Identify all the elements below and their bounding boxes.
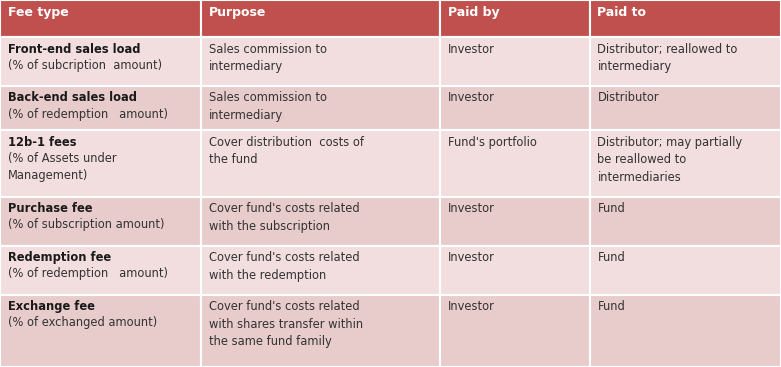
- Bar: [0, 130, 201, 197]
- Text: (% of subcription  amount): (% of subcription amount): [8, 59, 162, 72]
- Text: Fee type: Fee type: [8, 6, 69, 18]
- Text: 12b-1 fees: 12b-1 fees: [8, 135, 77, 149]
- Text: Cover distribution  costs of
the fund: Cover distribution costs of the fund: [209, 135, 364, 166]
- Text: Distributor: Distributor: [597, 91, 659, 105]
- Bar: [0, 0, 201, 37]
- Bar: [201, 295, 440, 367]
- Bar: [201, 130, 440, 197]
- Text: Purchase fee: Purchase fee: [8, 202, 92, 215]
- Text: Redemption fee: Redemption fee: [8, 251, 111, 264]
- Text: (% of Assets under
Management): (% of Assets under Management): [8, 152, 116, 182]
- Bar: [0, 246, 201, 295]
- Bar: [0, 86, 201, 130]
- Text: Distributor; reallowed to
intermediary: Distributor; reallowed to intermediary: [597, 43, 738, 73]
- Text: Investor: Investor: [448, 251, 494, 264]
- Bar: [440, 246, 590, 295]
- Text: Fund: Fund: [597, 300, 626, 313]
- Text: Distributor; may partially
be reallowed to
intermediaries: Distributor; may partially be reallowed …: [597, 135, 743, 184]
- Bar: [590, 295, 781, 367]
- Text: Fund: Fund: [597, 202, 626, 215]
- Bar: [440, 86, 590, 130]
- Text: Paid by: Paid by: [448, 6, 499, 18]
- Bar: [440, 197, 590, 246]
- Text: Investor: Investor: [448, 91, 494, 105]
- Bar: [201, 246, 440, 295]
- Bar: [440, 37, 590, 86]
- Bar: [201, 37, 440, 86]
- Text: Investor: Investor: [448, 202, 494, 215]
- Text: (% of redemption   amount): (% of redemption amount): [8, 267, 168, 280]
- Bar: [590, 37, 781, 86]
- Text: Paid to: Paid to: [597, 6, 647, 18]
- Bar: [590, 246, 781, 295]
- Text: (% of subscription amount): (% of subscription amount): [8, 218, 164, 231]
- Bar: [440, 0, 590, 37]
- Bar: [0, 197, 201, 246]
- Bar: [590, 86, 781, 130]
- Text: Cover fund's costs related
with shares transfer within
the same fund family: Cover fund's costs related with shares t…: [209, 300, 363, 348]
- Text: Purpose: Purpose: [209, 6, 266, 18]
- Bar: [201, 197, 440, 246]
- Text: Sales commission to
intermediary: Sales commission to intermediary: [209, 43, 327, 73]
- Text: (% of redemption   amount): (% of redemption amount): [8, 108, 168, 120]
- Bar: [0, 295, 201, 367]
- Bar: [0, 37, 201, 86]
- Text: Fund: Fund: [597, 251, 626, 264]
- Text: Investor: Investor: [448, 300, 494, 313]
- Text: Sales commission to
intermediary: Sales commission to intermediary: [209, 91, 327, 122]
- Bar: [590, 0, 781, 37]
- Text: Cover fund's costs related
with the redemption: Cover fund's costs related with the rede…: [209, 251, 360, 281]
- Text: (% of exchanged amount): (% of exchanged amount): [8, 316, 157, 329]
- Bar: [201, 0, 440, 37]
- Text: Fund's portfolio: Fund's portfolio: [448, 135, 537, 149]
- Bar: [201, 86, 440, 130]
- Text: Cover fund's costs related
with the subscription: Cover fund's costs related with the subs…: [209, 202, 360, 233]
- Bar: [590, 130, 781, 197]
- Text: Front-end sales load: Front-end sales load: [8, 43, 141, 55]
- Text: Back-end sales load: Back-end sales load: [8, 91, 137, 105]
- Bar: [440, 295, 590, 367]
- Bar: [440, 130, 590, 197]
- Text: Investor: Investor: [448, 43, 494, 55]
- Bar: [590, 197, 781, 246]
- Text: Exchange fee: Exchange fee: [8, 300, 95, 313]
